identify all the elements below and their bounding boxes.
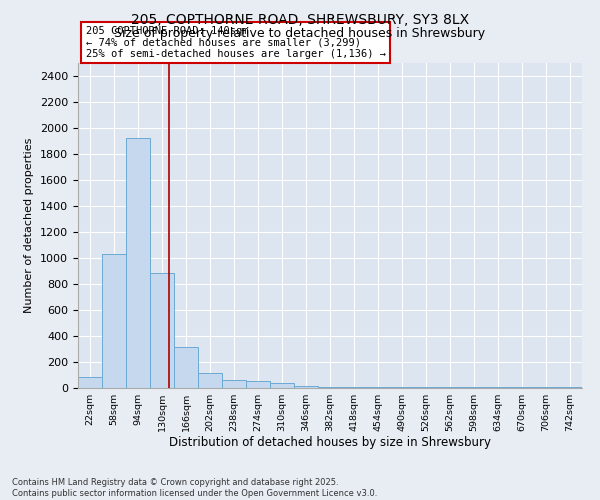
Text: 205 COPTHORNE ROAD: 140sqm
← 74% of detached houses are smaller (3,299)
25% of s: 205 COPTHORNE ROAD: 140sqm ← 74% of deta… [86,26,386,59]
Bar [198,373,222,388]
Bar [150,273,174,388]
Bar [78,377,102,388]
Text: 205, COPTHORNE ROAD, SHREWSBURY, SY3 8LX: 205, COPTHORNE ROAD, SHREWSBURY, SY3 8LX [131,12,469,26]
Bar [270,383,294,388]
Bar [126,138,150,388]
Y-axis label: Number of detached properties: Number of detached properties [25,138,34,312]
Text: Contains HM Land Registry data © Crown copyright and database right 2025.
Contai: Contains HM Land Registry data © Crown c… [12,478,377,498]
Text: Size of property relative to detached houses in Shrewsbury: Size of property relative to detached ho… [115,28,485,40]
Bar [294,386,318,388]
Bar [246,381,270,388]
Bar [222,380,246,388]
Bar [366,387,390,388]
X-axis label: Distribution of detached houses by size in Shrewsbury: Distribution of detached houses by size … [169,436,491,450]
Bar [342,387,366,388]
Bar [174,346,198,388]
Bar [318,387,342,388]
Bar [102,254,126,388]
